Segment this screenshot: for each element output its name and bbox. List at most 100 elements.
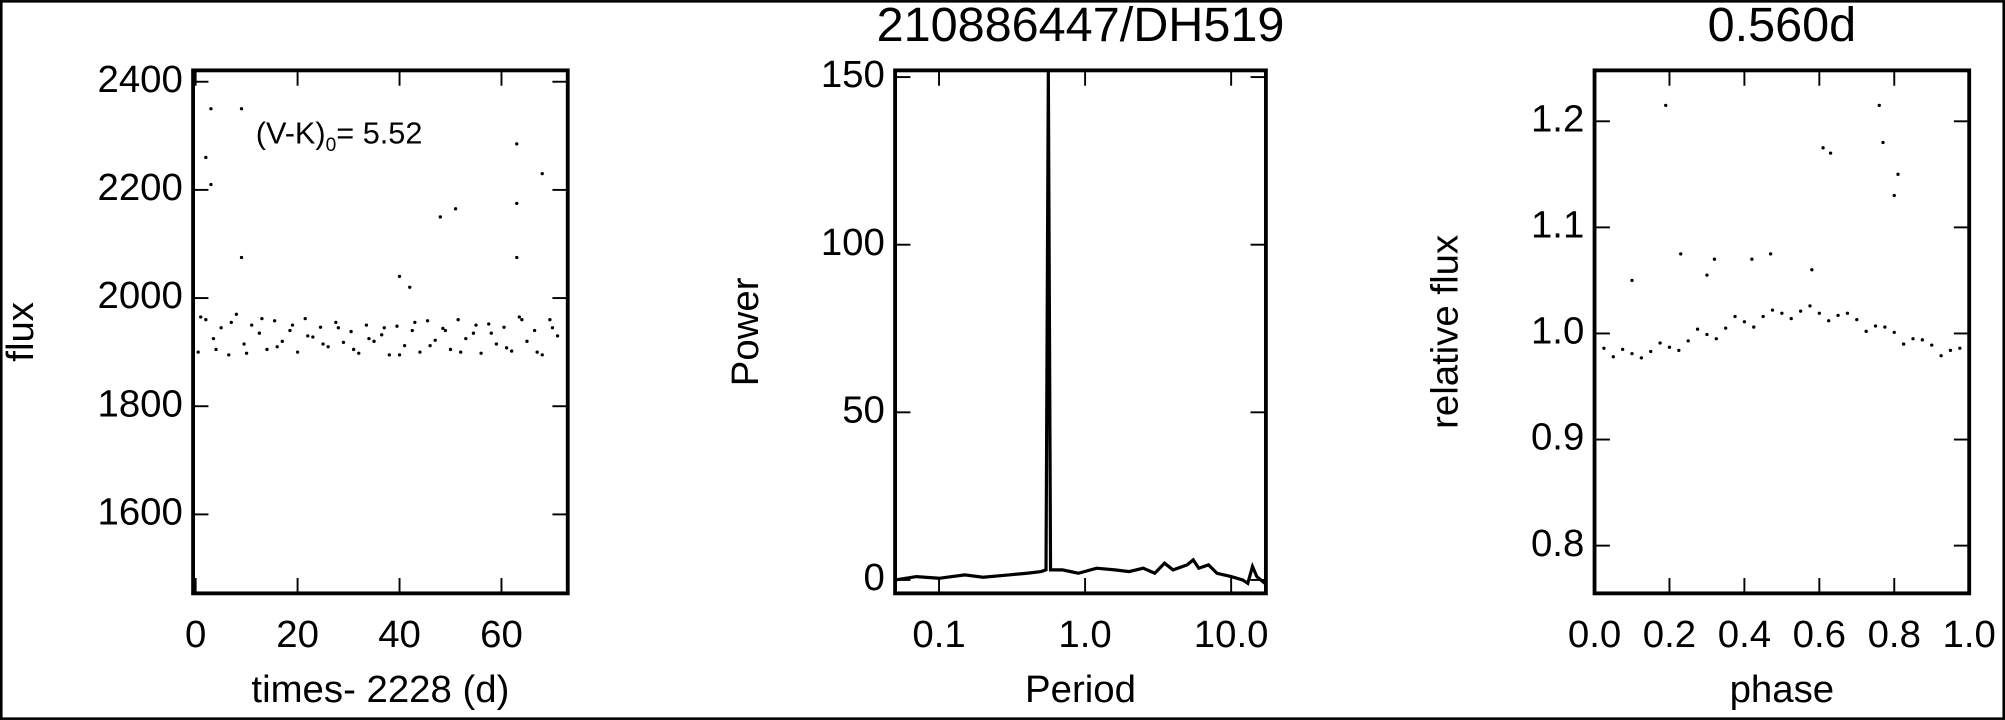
data-point [1798,309,1803,313]
data-point [1664,103,1668,108]
x-axis-label: phase [1730,668,1835,711]
data-point [336,326,341,330]
data-point [1892,330,1896,335]
data-point [1658,341,1662,345]
data-point [1602,346,1606,350]
data-point [438,215,442,219]
data-point [1939,354,1943,358]
data-point [479,351,483,355]
data-point [413,320,417,325]
data-point [1742,320,1747,324]
y-tick-label: 50 [842,388,885,431]
y-tick-label: 2000 [98,274,183,317]
data-point [502,325,506,329]
y-tick-label: 1600 [98,491,183,534]
data-point [1649,349,1653,354]
data-point [306,334,310,338]
plot-frame [893,68,1268,596]
data-point [1705,332,1709,337]
x-tick-label: 0.8 [1868,613,1921,656]
data-point [242,342,246,346]
x-tick-label: 0 [185,613,206,656]
data-point [1620,347,1625,352]
data-point [456,318,460,322]
data-point [280,339,284,343]
data-point [550,326,555,330]
y-axis-label: relative flux [1424,235,1467,429]
data-point [1768,252,1773,256]
data-point [1780,311,1784,315]
y-axis-label: flux [0,302,42,362]
data-point [397,353,402,357]
data-point [288,328,292,333]
data-point [318,325,323,329]
data-point [474,323,478,327]
annotation-subscript: 0 [326,135,337,156]
data-point [334,320,338,325]
data-point [311,335,315,339]
annotation: (V-K)0= 5.52 [256,116,423,156]
data-point [303,316,307,321]
data-point [1930,343,1934,347]
data-point [515,142,519,146]
data-point [395,324,399,328]
y-tick-label: 2200 [98,166,183,209]
data-point [410,328,414,333]
data-point [425,319,430,323]
data-point [1695,327,1700,331]
data-point [1836,313,1840,318]
data-point [1752,325,1756,329]
x-tick-label: 0.0 [1568,613,1621,656]
data-point [1770,308,1775,312]
x-tick-label: 0.1 [912,613,965,656]
data-point [1877,103,1881,108]
data-point [290,323,295,327]
data-point [1845,311,1850,315]
data-point [250,323,254,327]
data-point [387,353,391,357]
y-tick-label: 150 [821,53,885,96]
plot-frame [1592,68,1972,596]
data-point [548,318,552,322]
data-point [1948,348,1953,353]
data-point [448,347,453,352]
data-point [321,342,325,346]
data-point [272,319,277,323]
data-point [1901,342,1906,346]
data-point [525,339,529,343]
data-point [214,347,218,352]
y-tick-label: 1.2 [1531,97,1584,140]
data-point [418,350,422,354]
x-tick-label: 60 [480,613,523,656]
data-point [209,107,213,111]
data-point [1639,356,1644,360]
data-point [555,334,560,338]
annotation-value: = 5.52 [336,116,422,151]
data-point [1712,257,1717,261]
data-point [367,336,371,341]
data-point [428,343,432,348]
data-point [1896,172,1900,176]
x-tick-label: 0.6 [1793,613,1846,656]
data-line [895,70,1266,586]
data-point [209,182,213,187]
data-point [1630,278,1634,283]
data-point [453,207,458,211]
y-tick-label: 1.1 [1531,204,1584,247]
data-point [204,155,208,160]
data-point [1667,345,1672,349]
annotation-text: (V-K) [256,116,326,151]
data-point [494,342,499,346]
data-point [1864,329,1868,334]
data-point [1789,316,1793,321]
x-tick-label: 40 [378,613,421,656]
x-tick-label: 0.4 [1718,613,1771,656]
data-point [433,338,437,342]
data-point [464,336,468,341]
x-tick-label: 0.2 [1643,613,1696,656]
data-point [504,346,509,350]
data-point [227,353,231,357]
y-tick-label: 1800 [98,382,183,425]
